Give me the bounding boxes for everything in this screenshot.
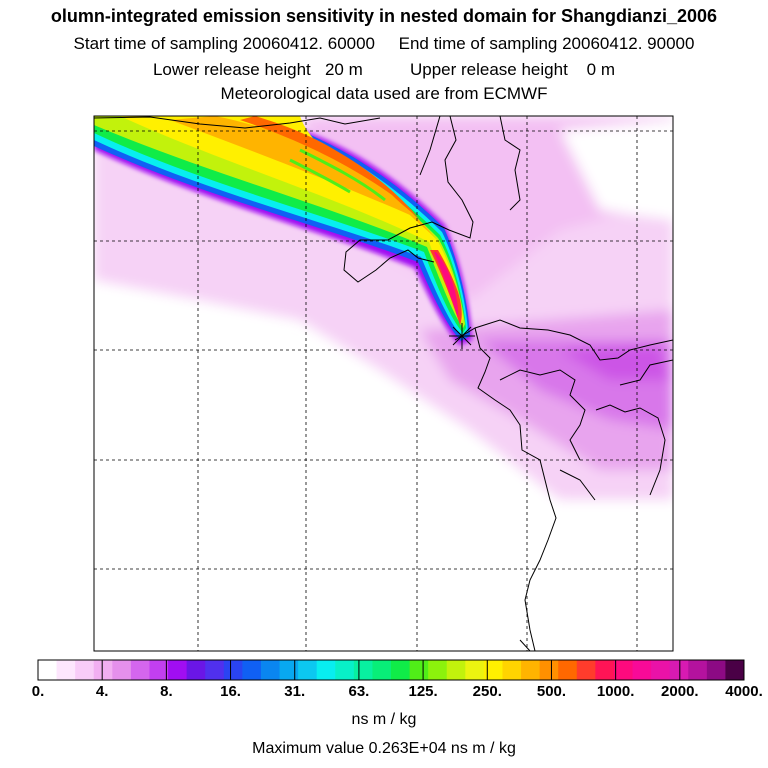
colorbar-cell bbox=[558, 660, 578, 680]
colorbar-cell bbox=[242, 660, 262, 680]
colorbar-tick-label: 500. bbox=[536, 683, 567, 700]
grid-lines bbox=[94, 116, 673, 651]
colorbar-cell bbox=[335, 660, 355, 680]
colorbar-cell bbox=[465, 660, 485, 680]
met-data-line: Meteorological data used are from ECMWF bbox=[220, 84, 548, 103]
colorbar-tick-label: 4. bbox=[95, 683, 109, 700]
colorbar-tick-label: 2000. bbox=[661, 683, 699, 700]
plume bbox=[94, 116, 472, 345]
colorbar-tick-label: 1000. bbox=[596, 683, 635, 700]
colorbar-cell bbox=[168, 660, 188, 680]
map-title: olumn-integrated emission sensitivity in… bbox=[50, 6, 718, 26]
colorbar-cell bbox=[446, 660, 466, 680]
low-sensitivity-field bbox=[94, 116, 673, 651]
colorbar-tick-label: 0. bbox=[31, 683, 45, 700]
colorbar-cell bbox=[632, 660, 652, 680]
colorbar-tick-label: 250. bbox=[472, 683, 502, 700]
colorbar-dividers bbox=[101, 660, 681, 680]
colorbar-tick-label: 31. bbox=[284, 683, 306, 700]
colorbar-cell bbox=[595, 660, 615, 680]
colorbar-cell bbox=[502, 660, 522, 680]
colorbar-cell bbox=[688, 660, 708, 680]
colorbar-cell bbox=[186, 660, 206, 680]
colorbar-cell bbox=[725, 660, 745, 680]
colorbar-cell bbox=[613, 660, 634, 680]
colorbar-cell bbox=[38, 660, 58, 680]
colorbar-cell bbox=[298, 660, 318, 680]
colorbar-tick-label: 8. bbox=[160, 683, 173, 700]
colorbar-cell bbox=[279, 660, 299, 680]
colorbar-frame bbox=[37, 659, 745, 681]
receptor-marker bbox=[449, 323, 475, 349]
colorbar-cell bbox=[409, 660, 429, 680]
colorbar-cell bbox=[205, 660, 225, 680]
coastlines bbox=[94, 116, 673, 651]
colorbar-cell bbox=[316, 660, 336, 680]
map-field bbox=[94, 116, 673, 651]
colorbar-tick-label: 63. bbox=[348, 683, 370, 700]
map-frame bbox=[93, 115, 674, 652]
colorbar-cell bbox=[56, 660, 76, 680]
colorbar-cell bbox=[576, 660, 596, 680]
colorbar-cell bbox=[428, 660, 448, 680]
colorbar-cell bbox=[93, 660, 113, 680]
colorbar-cell bbox=[223, 660, 243, 680]
colorbar-cell bbox=[112, 660, 132, 680]
colorbar-tick-label: 125. bbox=[408, 683, 438, 700]
colorbar-cell bbox=[651, 660, 671, 680]
colorbar-cell bbox=[483, 660, 503, 680]
colorbar-cell bbox=[75, 660, 95, 680]
colorbar-cell bbox=[539, 660, 559, 680]
colorbar-cell bbox=[130, 660, 150, 680]
colorbar-cells bbox=[38, 660, 745, 680]
colorbar-cell bbox=[353, 660, 373, 680]
colorbar-cell bbox=[260, 660, 281, 680]
colorbar-cell bbox=[706, 660, 726, 680]
colorbar-cell bbox=[391, 660, 411, 680]
sampling-time-line: Start time of sampling 20060412. 60000 E… bbox=[73, 34, 695, 53]
colorbar-units: ns m / kg bbox=[351, 711, 417, 728]
colorbar-cell bbox=[149, 660, 169, 680]
colorbar-cell bbox=[669, 660, 689, 680]
colorbar-cell bbox=[372, 660, 392, 680]
release-height-line: Lower release height 20 m Upper release … bbox=[152, 60, 616, 79]
colorbar-cell bbox=[521, 660, 541, 680]
colorbar-tick-label: 4000. bbox=[725, 683, 763, 700]
colorbar-tick-label: 16. bbox=[220, 683, 241, 700]
maximum-value: Maximum value 0.263E+04 ns m / kg bbox=[252, 740, 516, 757]
